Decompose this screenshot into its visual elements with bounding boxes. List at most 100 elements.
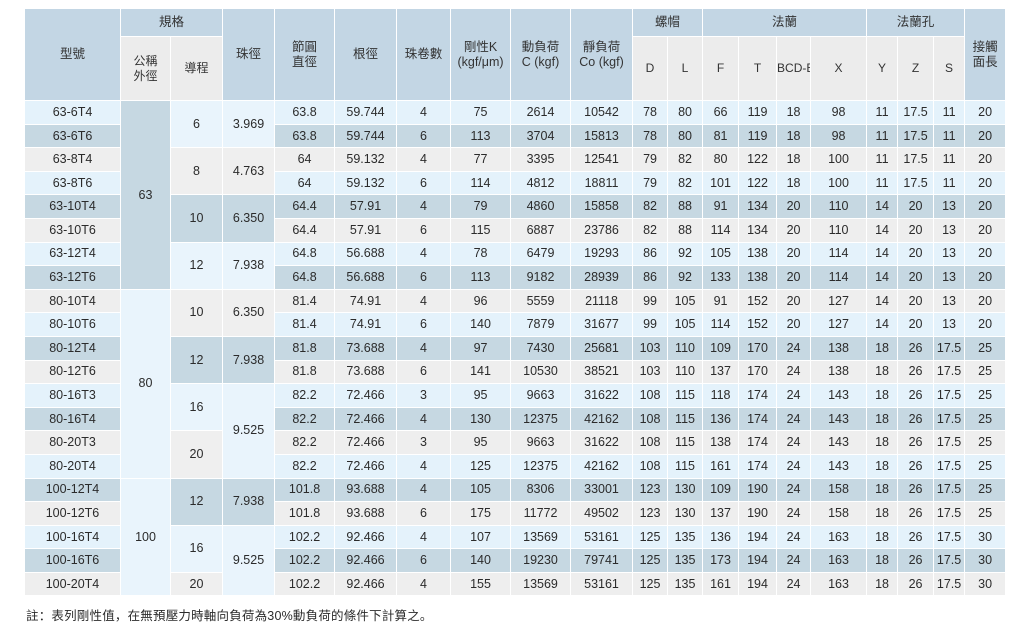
cell-ball-turns: 4 xyxy=(396,453,452,479)
cell-rigidity: 175 xyxy=(450,501,512,526)
cell-contact-s: 20 xyxy=(964,123,1007,149)
cell-ball-diameter: 7.938 xyxy=(222,241,276,290)
table-row: 100-16T4 16 9.525 102.2 92.466 4 107 13569 53161… xyxy=(24,524,1007,597)
cell-pitch-diameter: 64.4 xyxy=(274,194,336,219)
cell-flange-f: 161 xyxy=(702,571,740,597)
cell-contact-s: 20 xyxy=(964,241,1007,267)
cell-contact-s: 20 xyxy=(964,265,1007,290)
cell-pitch-diameter: 64.4 xyxy=(274,217,336,243)
cell-nut-d: 108 xyxy=(632,406,669,432)
table-row: 80-16T4 82.2 72.466 4 130 12375 42162 108 115 136… xyxy=(24,406,1007,432)
header-contact-length: 接觸 面長 xyxy=(964,8,1007,101)
cell-pitch-diameter: 81.4 xyxy=(274,288,336,314)
cell-root-diameter: 93.688 xyxy=(334,477,398,503)
cell-hole-y: 26 xyxy=(897,406,935,432)
cell-root-diameter: 59.132 xyxy=(334,147,398,172)
cell-model: 80-16T4 xyxy=(24,406,121,432)
cell-flange-t: 122 xyxy=(738,147,778,172)
cell-flange-t: 190 xyxy=(738,477,778,503)
cell-flange-f: 81 xyxy=(702,123,740,149)
cell-hole-z: 11 xyxy=(933,123,966,149)
cell-rigidity: 79 xyxy=(450,194,512,219)
header-contact-length-line2: 面長 xyxy=(972,54,998,69)
cell-static-load: 42162 xyxy=(570,453,634,479)
cell-flange-e: 163 xyxy=(810,571,868,597)
cell-hole-y: 20 xyxy=(897,241,935,267)
cell-flange-f: 114 xyxy=(702,217,740,243)
header-nominal-od-line2: 外徑 xyxy=(133,68,158,83)
cell-rigidity: 140 xyxy=(450,548,512,573)
cell-ball-diameter: 9.525 xyxy=(222,383,276,479)
cell-nominal-od: 80 xyxy=(120,288,171,479)
cell-flange-t: 194 xyxy=(738,548,778,573)
cell-flange-e: 110 xyxy=(810,217,868,243)
cell-flange-t: 174 xyxy=(738,430,778,455)
cell-flange-f: 173 xyxy=(702,548,740,573)
header-ball-diameter: 珠徑 xyxy=(222,8,276,101)
cell-nut-l: 115 xyxy=(667,383,704,408)
cell-nut-l: 110 xyxy=(667,335,704,361)
cell-hole-y: 26 xyxy=(897,524,935,550)
table-header: 型號 規格 珠徑 節圓 直徑 根徑 珠卷數 剛性K (kgf/μm) 動負荷 C… xyxy=(24,8,1007,101)
cell-dynamic-load: 12375 xyxy=(510,406,572,432)
cell-model: 80-20T4 xyxy=(24,453,121,479)
cell-dynamic-load: 12375 xyxy=(510,453,572,479)
cell-model: 100-16T6 xyxy=(24,548,121,573)
cell-flange-e: 100 xyxy=(810,170,868,196)
cell-model: 80-20T3 xyxy=(24,430,121,455)
header-contact-s: S xyxy=(933,36,966,101)
cell-nut-d: 86 xyxy=(632,241,669,267)
cell-flange-e: 143 xyxy=(810,430,868,455)
cell-pitch-diameter: 64 xyxy=(274,147,336,172)
cell-flange-t: 190 xyxy=(738,501,778,526)
cell-lead: 10 xyxy=(169,288,224,337)
cell-hole-z: 11 xyxy=(933,147,966,172)
cell-flange-f: 66 xyxy=(702,100,740,125)
cell-dynamic-load: 2614 xyxy=(510,100,572,125)
cell-model: 63-12T6 xyxy=(24,265,121,290)
table-row: 80-20T3 20 82.2 72.466 3 95 9663 31622 108 115 138… xyxy=(24,430,1007,479)
cell-pitch-diameter: 82.2 xyxy=(274,430,336,455)
cell-rigidity: 141 xyxy=(450,359,512,385)
cell-pitch-diameter: 63.8 xyxy=(274,123,336,149)
cell-root-diameter: 92.466 xyxy=(334,524,398,550)
cell-hole-x: 11 xyxy=(866,100,899,125)
cell-nut-d: 125 xyxy=(632,571,669,597)
cell-contact-s: 20 xyxy=(964,288,1007,314)
cell-rigidity: 105 xyxy=(450,477,512,503)
cell-rigidity: 113 xyxy=(450,265,512,290)
cell-root-diameter: 72.466 xyxy=(334,383,398,408)
cell-model: 100-16T4 xyxy=(24,524,121,550)
cell-static-load: 12541 xyxy=(570,147,634,172)
cell-hole-x: 11 xyxy=(866,170,899,196)
cell-nut-d: 103 xyxy=(632,359,669,385)
cell-hole-x: 14 xyxy=(866,312,899,337)
cell-flange-f: 133 xyxy=(702,265,740,290)
cell-nut-d: 78 xyxy=(632,100,669,125)
cell-nut-d: 108 xyxy=(632,430,669,455)
cell-flange-t: 152 xyxy=(738,312,778,337)
cell-ball-turns: 4 xyxy=(396,477,452,503)
cell-ball-turns: 4 xyxy=(396,194,452,219)
cell-flange-t: 119 xyxy=(738,123,778,149)
cell-static-load: 19293 xyxy=(570,241,634,267)
cell-contact-s: 20 xyxy=(964,100,1007,125)
cell-static-load: 42162 xyxy=(570,406,634,432)
cell-static-load: 23786 xyxy=(570,217,634,243)
cell-dynamic-load: 8306 xyxy=(510,477,572,503)
header-rigidity-line1: 剛性K xyxy=(463,39,498,54)
cell-hole-y: 20 xyxy=(897,312,935,337)
cell-hole-x: 14 xyxy=(866,241,899,267)
table-row: 80-10T6 81.4 74.91 6 140 7879 31677 99 105 114 152… xyxy=(24,312,1007,337)
cell-contact-s: 25 xyxy=(964,406,1007,432)
cell-hole-y: 20 xyxy=(897,288,935,314)
cell-flange-f: 136 xyxy=(702,524,740,550)
cell-ball-turns: 6 xyxy=(396,265,452,290)
cell-ball-turns: 4 xyxy=(396,288,452,314)
cell-root-diameter: 74.91 xyxy=(334,288,398,314)
cell-model: 63-10T6 xyxy=(24,217,121,243)
cell-flange-e: 143 xyxy=(810,453,868,479)
cell-hole-y: 20 xyxy=(897,194,935,219)
cell-lead: 16 xyxy=(169,383,224,432)
cell-pitch-diameter: 82.2 xyxy=(274,453,336,479)
